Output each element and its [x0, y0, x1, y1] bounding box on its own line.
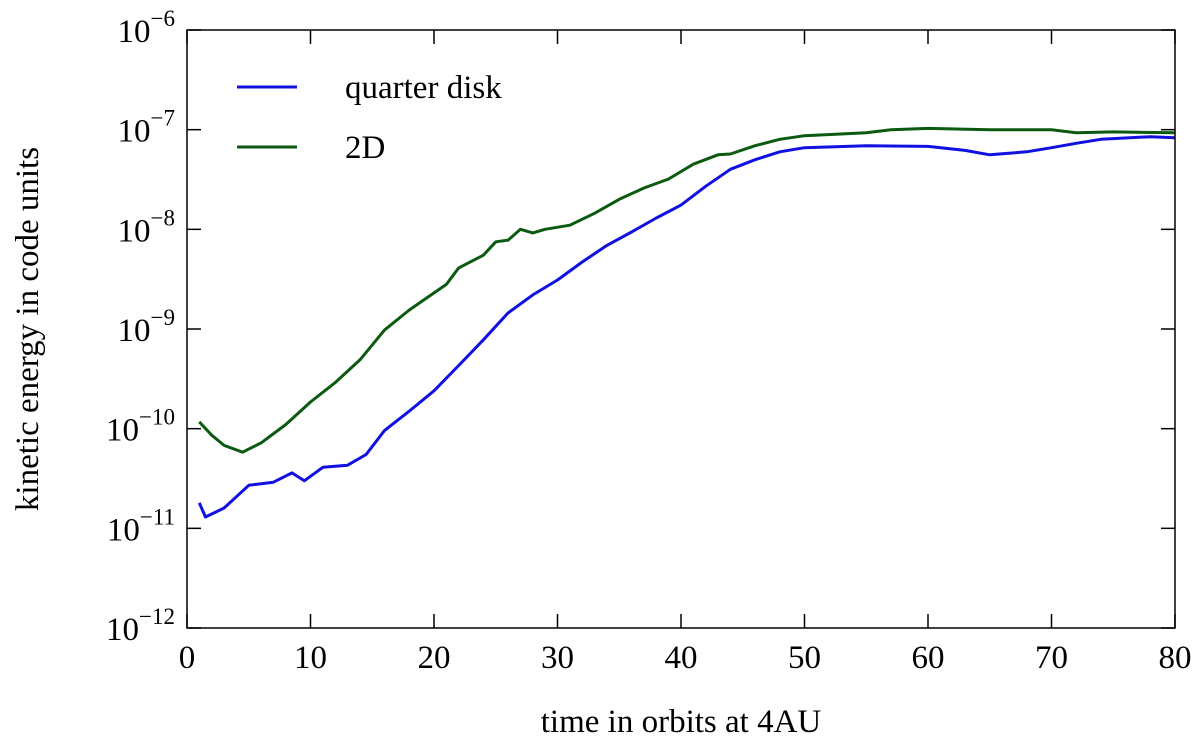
x-tick-label: 0 [179, 640, 196, 676]
plot-frame [186, 29, 1176, 629]
y-tick-label: 10−12 [106, 604, 175, 648]
y-tick-base: 10 [118, 114, 151, 150]
y-tick-base: 10 [107, 512, 140, 548]
y-axis-label: kinetic energy in code units [10, 147, 46, 511]
y-tick-label: 10−10 [106, 405, 175, 449]
x-tick-label: 40 [665, 640, 698, 676]
y-tick-base: 10 [106, 413, 139, 449]
y-tick-exponent: −8 [151, 205, 175, 230]
series-line [197, 135, 1176, 519]
x-tick-label: 20 [418, 640, 451, 676]
y-tick-base: 10 [118, 313, 151, 349]
y-tick-exponent: −11 [140, 504, 175, 529]
y-tick-label: 10−11 [107, 504, 175, 548]
y-tick-exponent: −9 [151, 305, 175, 330]
x-tick-label: 30 [541, 640, 574, 676]
y-tick-exponent: −12 [139, 604, 175, 629]
y-tick-label: 10−8 [118, 205, 175, 249]
y-tick-base: 10 [106, 612, 139, 648]
y-tick-label: 10−9 [118, 305, 175, 349]
x-tick-label: 50 [788, 640, 821, 676]
x-tick-label: 60 [912, 640, 945, 676]
legend-label: quarter disk [345, 70, 502, 106]
x-tick-label: 70 [1035, 640, 1068, 676]
series-line [198, 126, 1176, 454]
legend-label: 2D [345, 130, 385, 166]
x-tick-label: 80 [1159, 640, 1192, 676]
y-tick-exponent: −6 [151, 6, 175, 31]
x-tick-label: 10 [294, 640, 327, 676]
y-tick-label: 10−7 [118, 106, 175, 150]
y-tick-base: 10 [118, 213, 151, 249]
y-tick-exponent: −10 [139, 405, 175, 430]
y-tick-exponent: −7 [151, 106, 175, 131]
x-axis-label: time in orbits at 4AU [541, 704, 822, 740]
y-tick-base: 10 [118, 14, 151, 50]
y-tick-label: 10−6 [118, 6, 175, 50]
